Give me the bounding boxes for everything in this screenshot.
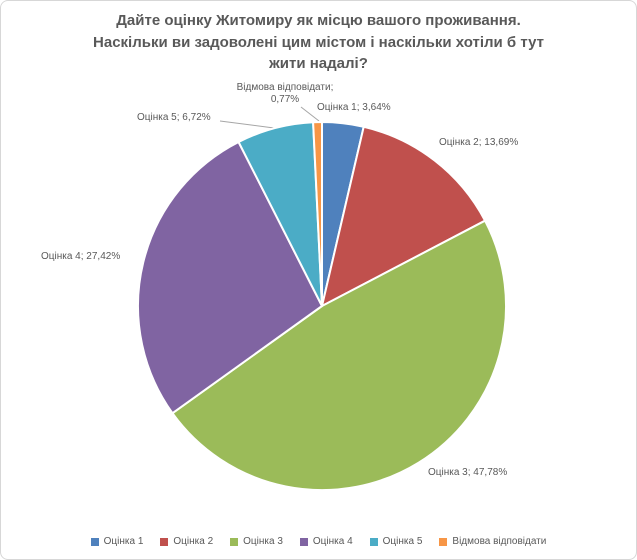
legend-label: Оцінка 3 xyxy=(243,536,283,547)
leader-line-refusal xyxy=(300,106,320,122)
legend-swatch-icon xyxy=(90,537,99,546)
legend-item-otsinka-4: Оцінка 4 xyxy=(299,536,353,547)
leader-line-otsinka-5 xyxy=(219,120,275,129)
legend-item-otsinka-1: Оцінка 1 xyxy=(90,536,144,547)
data-label-otsinka-4: Оцінка 4; 27,42% xyxy=(41,251,121,262)
legend-label: Оцінка 4 xyxy=(312,536,353,547)
data-label-otsinka-2: Оцінка 2; 13,69% xyxy=(439,137,519,148)
legend-swatch-icon xyxy=(369,537,378,546)
legend-label: Оцінка 1 xyxy=(103,536,144,547)
chart-title-line-1: Дайте оцінку Житомиру як місцю вашого пр… xyxy=(116,12,521,29)
legend-swatch-icon xyxy=(160,537,169,546)
legend-swatch-icon xyxy=(439,537,448,546)
chart-title-line-3: жити надалі? xyxy=(269,55,368,72)
legend-swatch-icon xyxy=(230,537,239,546)
data-label-otsinka-5: Оцінка 5; 6,72% xyxy=(137,112,211,123)
legend-label: Відмова відповідати xyxy=(452,536,547,547)
pie-slice-6 xyxy=(312,121,323,307)
pie-slice-4 xyxy=(137,140,323,415)
pie-slice-2 xyxy=(321,125,487,307)
legend-label: Оцінка 2 xyxy=(173,536,214,547)
legend-item-otsinka-3: Оцінка 3 xyxy=(230,536,283,547)
pie-slice-3 xyxy=(171,219,508,491)
chart-legend: Оцінка 1 Оцінка 2 Оцінка 3 Оцінка 4 Оцін… xyxy=(1,536,636,547)
legend-item-refusal: Відмова відповідати xyxy=(439,536,546,547)
data-label-otsinka-1: Оцінка 1; 3,64% xyxy=(317,102,391,113)
legend-item-otsinka-5: Оцінка 5 xyxy=(369,536,423,547)
data-label-otsinka-3: Оцінка 3; 47,78% xyxy=(428,467,508,478)
legend-item-otsinka-2: Оцінка 2 xyxy=(160,536,213,547)
data-label-refusal: Відмова відповідати; 0,77% xyxy=(236,82,334,105)
chart-title: Дайте оцінку Житомиру як місцю вашого пр… xyxy=(1,10,636,75)
chart-title-line-2: Наскільки ви задоволені цим містом і нас… xyxy=(93,33,544,51)
legend-swatch-icon xyxy=(299,537,308,546)
legend-label: Оцінка 5 xyxy=(382,536,423,547)
